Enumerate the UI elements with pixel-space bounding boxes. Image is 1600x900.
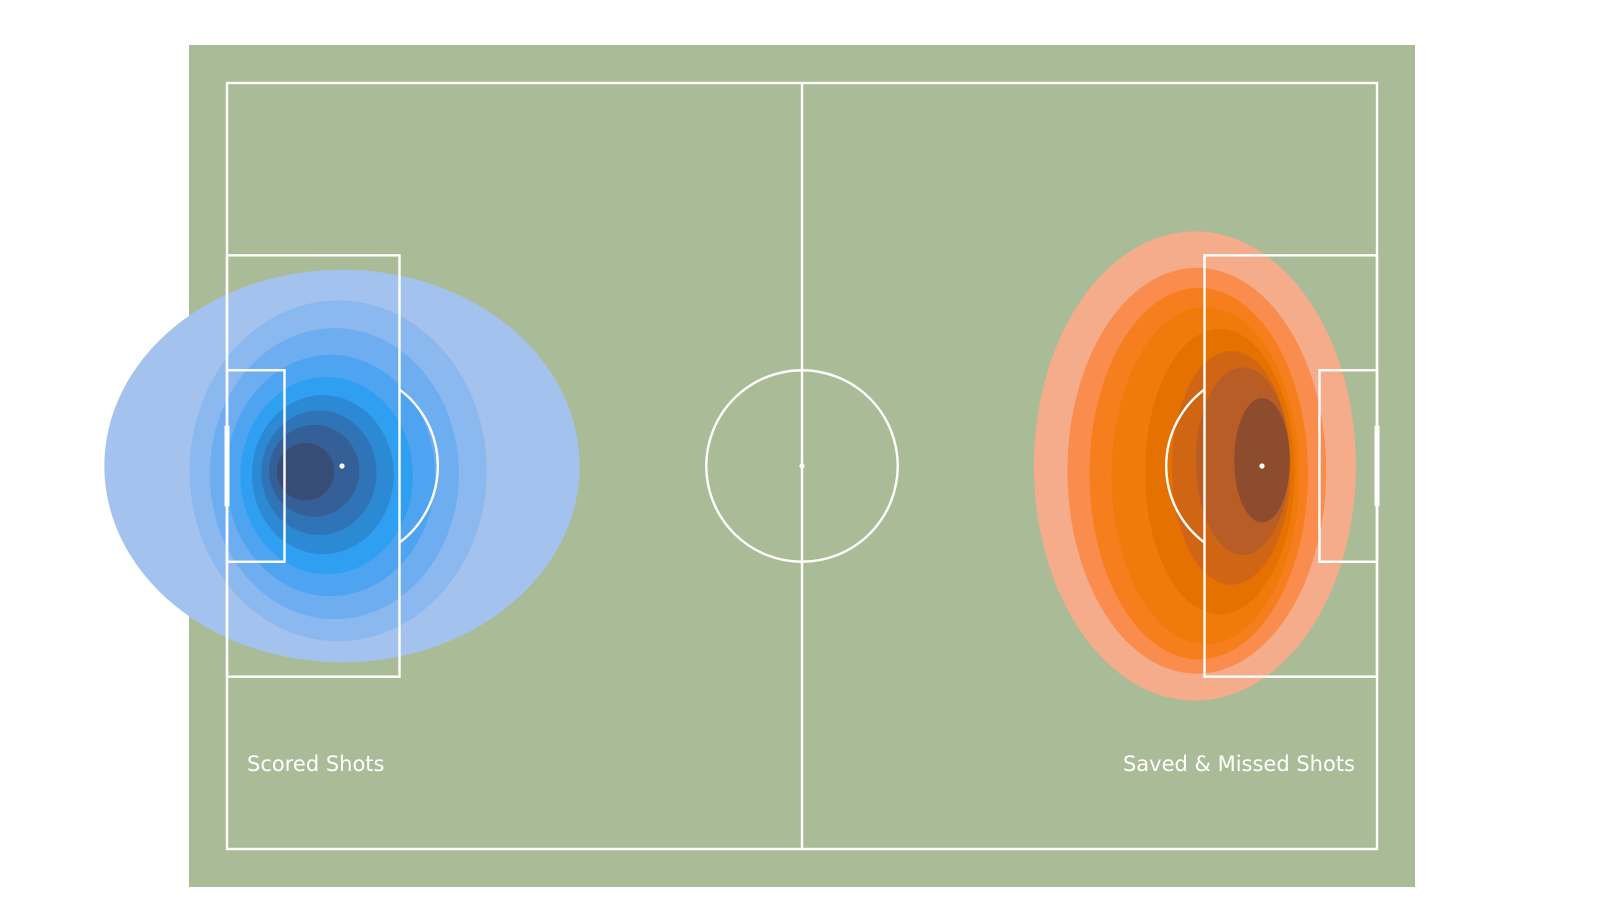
missed-shots-density xyxy=(1034,231,1356,700)
centre-spot xyxy=(799,463,804,468)
missed-density-level-8 xyxy=(1234,398,1290,522)
left-penalty-spot xyxy=(339,463,344,468)
right-penalty-spot xyxy=(1259,463,1264,468)
missed-shots-label: Saved & Missed Shots xyxy=(1123,752,1355,776)
scored-shots-label: Scored Shots xyxy=(247,752,384,776)
